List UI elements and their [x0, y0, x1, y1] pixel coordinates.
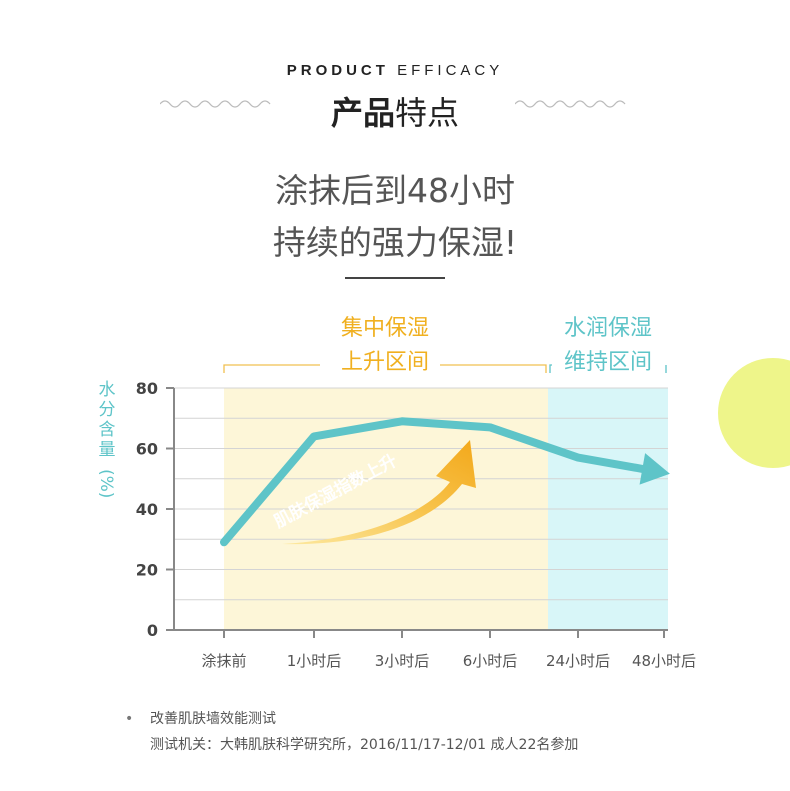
y-axis-unit: (%) — [96, 469, 116, 499]
header-chinese-bold: 产品 — [330, 94, 395, 132]
footnotes: • 改善肌肤墙效能测试 测试机关：大韩肌肤科学研究所，2016/11/17-12… — [125, 706, 579, 758]
zone-title-maintain-line-1: 水润保湿 — [563, 316, 652, 341]
header-chinese-thin: 特点 — [395, 94, 460, 132]
rising-zone-bracket — [223, 364, 547, 373]
zone-title-rising-line-2: 上升区间 — [340, 350, 429, 375]
y-axis-title-char-4: 量 — [98, 440, 116, 460]
headline: 涂抹后到48小时 持续的强力保湿! — [0, 165, 790, 269]
zone-title-rising-line-1: 集中保湿 — [340, 316, 429, 341]
x-tick-label: 6小时后 — [463, 652, 518, 670]
x-tick-label: 3小时后 — [375, 652, 430, 670]
series-arrow-head — [639, 453, 670, 485]
y-tick-label: 0 — [147, 621, 158, 640]
y-tick-label: 60 — [136, 440, 158, 459]
footnote-line-2: 测试机关：大韩肌肤科学研究所，2016/11/17-12/01 成人22名参加 — [150, 737, 579, 753]
zone-title-maintain: 水润保湿 维持区间 — [538, 312, 678, 380]
header-english: PRODUCT EFFICACY — [0, 62, 790, 79]
x-tick-label: 24小时后 — [546, 652, 610, 670]
y-ticks: 80 60 40 20 0 — [136, 379, 174, 640]
y-axis-title-char-3: 含 — [98, 420, 116, 440]
y-tick-label: 80 — [136, 379, 158, 398]
header-english-bold: PRODUCT — [286, 62, 389, 79]
y-axis-title-char-1: 水 — [98, 380, 116, 400]
y-axis-title: 水 分 含 量 (%) — [96, 380, 118, 504]
wavy-divider-left — [160, 100, 271, 108]
y-axis-title-char-2: 分 — [98, 400, 116, 420]
maintain-zone-bracket — [549, 364, 667, 373]
x-tick-label: 涂抹前 — [201, 652, 246, 670]
y-tick-label: 40 — [136, 500, 158, 519]
x-ticks: 涂抹前 1小时后 3小时后 6小时后 24小时后 48小时后 — [201, 630, 696, 670]
footnote-bullet: • — [125, 711, 134, 727]
header-chinese: 产品特点 — [0, 88, 790, 134]
header-english-thin: EFFICACY — [397, 62, 504, 79]
zone-title-rising: 集中保湿 上升区间 — [300, 312, 470, 380]
headline-divider — [345, 277, 445, 279]
wavy-divider-right — [515, 100, 626, 108]
footnote-line-1: 改善肌肤墙效能测试 — [150, 711, 276, 727]
y-tick-label: 20 — [136, 561, 158, 580]
headline-line-1: 涂抹后到48小时 — [275, 171, 515, 210]
zone-title-maintain-line-2: 维持区间 — [563, 350, 652, 375]
headline-line-2: 持续的强力保湿! — [272, 223, 518, 262]
moisture-series-line — [220, 417, 647, 547]
x-tick-label: 48小时后 — [632, 652, 696, 670]
x-tick-label: 1小时后 — [287, 652, 342, 670]
